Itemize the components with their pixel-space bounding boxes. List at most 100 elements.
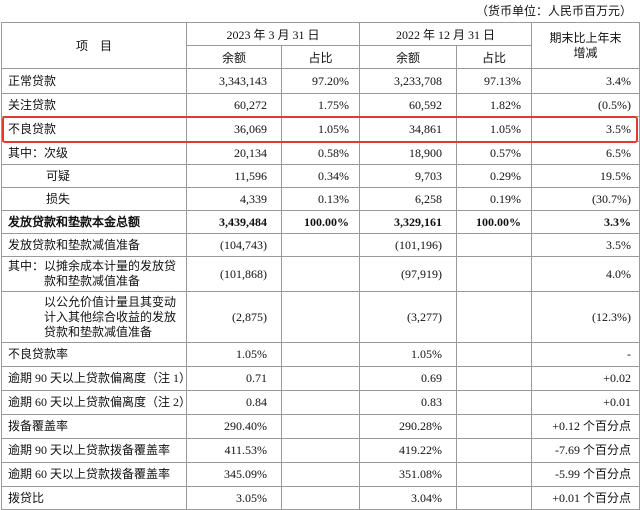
ratio-cell: 1.05% bbox=[280, 116, 361, 142]
balance-cell: 290.28% bbox=[359, 414, 458, 439]
ratio-cell bbox=[456, 390, 533, 415]
balance-cell: 0.84 bbox=[186, 390, 282, 415]
balance-header: 余额 bbox=[359, 45, 458, 69]
balance-cell: (104,743) bbox=[186, 233, 282, 257]
change-cell: (30.7%) bbox=[531, 187, 640, 211]
change-cell: - bbox=[531, 342, 640, 367]
table-row: 逾期 90 天以上贷款偏离度（注 1） 0.71 0.69 +0.02 bbox=[1, 366, 640, 391]
balance-cell: 1.05% bbox=[359, 342, 458, 367]
balance-cell: (101,196) bbox=[359, 233, 458, 257]
balance-cell: (2,875) bbox=[186, 291, 282, 343]
row-label: 逾期 90 天以上贷款偏离度（注 1） bbox=[1, 366, 187, 391]
ratio-cell bbox=[456, 233, 533, 257]
table-row: 拨备覆盖率 290.40% 290.28% +0.12 个百分点 bbox=[1, 414, 640, 439]
table-row: 其中：以摊余成本计量的发放贷款和垫款减值准备 (101,868) (97,919) 4… bbox=[1, 256, 640, 292]
ratio-cell bbox=[456, 256, 533, 292]
balance-cell: 4,339 bbox=[186, 187, 282, 211]
ratio-cell: 0.57% bbox=[456, 141, 533, 165]
ratio-cell: 1.05% bbox=[456, 116, 533, 142]
row-label: 不良贷款率 bbox=[1, 342, 187, 367]
ratio-cell bbox=[456, 438, 533, 463]
loan-quality-table: 项 目 2023 年 3 月 31 日 2022 年 12 月 31 日 期末比… bbox=[1, 22, 640, 510]
row-label: 关注贷款 bbox=[1, 93, 187, 117]
ratio-cell bbox=[456, 462, 533, 487]
row-label: 发放贷款和垫款本金总额 bbox=[1, 210, 187, 234]
table-row: 逾期 90 天以上贷款拨备覆盖率 411.53% 419.22% -7.69 个百分点 bbox=[1, 438, 640, 463]
balance-cell: 6,258 bbox=[359, 187, 458, 211]
ratio-cell: 0.34% bbox=[280, 164, 361, 188]
ratio-cell bbox=[280, 438, 361, 463]
ratio-cell: 97.13% bbox=[456, 68, 533, 94]
table-row: 以公允价值计量且其变动计入其他综合收益的发放贷款和垫款减值准备 (2,875) (3… bbox=[1, 291, 640, 343]
change-cell: 3.3% bbox=[531, 210, 640, 234]
balance-cell: 0.83 bbox=[359, 390, 458, 415]
change-cell: (12.3%) bbox=[531, 291, 640, 343]
balance-cell: 36,069 bbox=[186, 116, 282, 142]
ratio-cell bbox=[280, 233, 361, 257]
ratio-cell bbox=[280, 291, 361, 343]
table-row: 发放贷款和垫款减值准备 (104,743) (101,196) 3.5% bbox=[1, 233, 640, 257]
ratio-cell bbox=[456, 291, 533, 343]
balance-cell: 0.69 bbox=[359, 366, 458, 391]
balance-cell: 290.40% bbox=[186, 414, 282, 439]
change-header-cell: 期末比上年末增减 bbox=[531, 22, 640, 69]
ratio-cell: 1.75% bbox=[280, 93, 361, 117]
balance-cell: 34,861 bbox=[359, 116, 458, 142]
change-cell: +0.01 个百分点 bbox=[531, 486, 640, 510]
ratio-cell bbox=[456, 414, 533, 439]
ratio-header: 占比 bbox=[280, 45, 361, 69]
change-cell: (0.5%) bbox=[531, 93, 640, 117]
balance-cell: 1.05% bbox=[186, 342, 282, 367]
row-label: 其中：次级 bbox=[1, 141, 187, 165]
ratio-cell bbox=[280, 342, 361, 367]
change-cell: +0.02 bbox=[531, 366, 640, 391]
period-header: 2022 年 12 月 31 日 bbox=[359, 22, 533, 46]
row-label: 不良贷款 bbox=[1, 116, 187, 142]
ratio-cell bbox=[456, 486, 533, 510]
balance-cell: 60,272 bbox=[186, 93, 282, 117]
ratio-cell: 100.00% bbox=[456, 210, 533, 234]
ratio-cell: 0.58% bbox=[280, 141, 361, 165]
balance-cell: 3,233,708 bbox=[359, 68, 458, 94]
row-label: 逾期 60 天以上贷款拨备覆盖率 bbox=[1, 462, 187, 487]
balance-cell: 345.09% bbox=[186, 462, 282, 487]
table-row: 逾期 60 天以上贷款偏离度（注 2） 0.84 0.83 +0.01 bbox=[1, 390, 640, 415]
row-label: 以公允价值计量且其变动计入其他综合收益的发放贷款和垫款减值准备 bbox=[1, 291, 187, 343]
row-label: 发放贷款和垫款减值准备 bbox=[1, 233, 187, 257]
row-label: 损失 bbox=[1, 187, 187, 211]
balance-cell: 20,134 bbox=[186, 141, 282, 165]
ratio-cell bbox=[280, 462, 361, 487]
change-cell: +0.12 个百分点 bbox=[531, 414, 640, 439]
balance-cell: 11,596 bbox=[186, 164, 282, 188]
table-row: 发放贷款和垫款本金总额 3,439,484 100.00% 3,329,161 100.… bbox=[1, 210, 640, 234]
balance-cell: 3,329,161 bbox=[359, 210, 458, 234]
balance-cell: 3,439,484 bbox=[186, 210, 282, 234]
ratio-cell bbox=[280, 414, 361, 439]
ratio-cell: 1.82% bbox=[456, 93, 533, 117]
change-cell: 4.0% bbox=[531, 256, 640, 292]
balance-cell: 351.08% bbox=[359, 462, 458, 487]
balance-cell: 9,703 bbox=[359, 164, 458, 188]
balance-cell: (101,868) bbox=[186, 256, 282, 292]
ratio-cell bbox=[280, 366, 361, 391]
ratio-cell bbox=[280, 256, 361, 292]
table-row: 其中：次级 20,134 0.58% 18,900 0.57% 6.5% bbox=[1, 141, 640, 165]
balance-cell: 419.22% bbox=[359, 438, 458, 463]
change-header: 期末比上年末增减 bbox=[549, 30, 622, 60]
row-label: 其中：以摊余成本计量的发放贷款和垫款减值准备 bbox=[1, 256, 187, 292]
ratio-cell bbox=[280, 486, 361, 510]
row-label: 逾期 90 天以上贷款拨备覆盖率 bbox=[1, 438, 187, 463]
ratio-cell: 97.20% bbox=[280, 68, 361, 94]
row-label: 拨贷比 bbox=[1, 486, 187, 510]
change-cell: -7.69 个百分点 bbox=[531, 438, 640, 463]
balance-cell: 3,343,143 bbox=[186, 68, 282, 94]
ratio-cell bbox=[456, 366, 533, 391]
balance-cell: 411.53% bbox=[186, 438, 282, 463]
table-row: 不良贷款 36,069 1.05% 34,861 1.05% 3.5% bbox=[1, 116, 640, 142]
change-cell: 3.5% bbox=[531, 233, 640, 257]
ratio-cell: 0.19% bbox=[456, 187, 533, 211]
table-body: 正常贷款 3,343,143 97.20% 3,233,708 97.13% 3.4% 关注… bbox=[1, 68, 640, 510]
ratio-cell bbox=[280, 390, 361, 415]
balance-cell: (3,277) bbox=[359, 291, 458, 343]
balance-cell: 18,900 bbox=[359, 141, 458, 165]
